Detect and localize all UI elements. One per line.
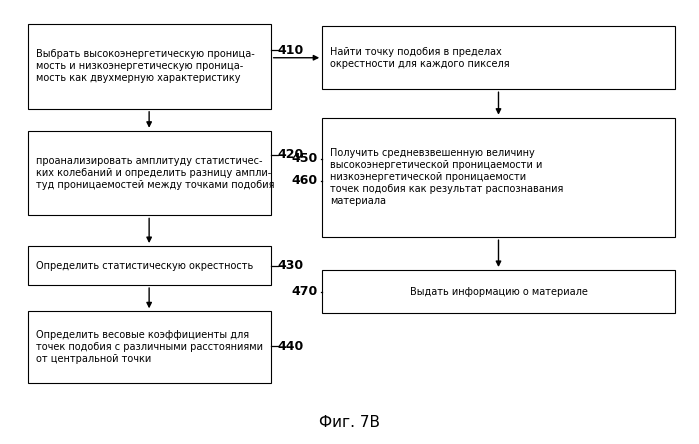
Text: проанализировать амплитуду статистичес-
ких колебаний и определить разницу ампли: проанализировать амплитуду статистичес- … (36, 156, 274, 190)
FancyBboxPatch shape (27, 246, 271, 285)
FancyBboxPatch shape (27, 311, 271, 383)
Text: 470: 470 (291, 285, 317, 298)
FancyBboxPatch shape (27, 24, 271, 109)
FancyBboxPatch shape (322, 270, 675, 313)
Text: Фиг. 7В: Фиг. 7В (319, 415, 380, 430)
Text: 420: 420 (278, 148, 304, 161)
Text: 410: 410 (278, 44, 304, 57)
Text: 460: 460 (291, 174, 317, 187)
Text: Найти точку подобия в пределах
окрестности для каждого пикселя: Найти точку подобия в пределах окрестнос… (331, 47, 510, 69)
Text: Выбрать высокоэнергетическую проница-
мость и низкоэнергетическую проница-
мость: Выбрать высокоэнергетическую проница- мо… (36, 49, 254, 83)
FancyBboxPatch shape (322, 118, 675, 237)
Text: 450: 450 (291, 152, 317, 166)
Text: Получить средневзвешенную величину
высокоэнергетической проницаемости и
низкоэне: Получить средневзвешенную величину высок… (331, 148, 563, 206)
Text: Определить весовые коэффициенты для
точек подобия с различными расстояниями
от ц: Определить весовые коэффициенты для точе… (36, 330, 263, 364)
Text: 430: 430 (278, 259, 303, 272)
Text: 440: 440 (278, 340, 304, 353)
Text: Определить статистическую окрестность: Определить статистическую окрестность (36, 261, 253, 270)
FancyBboxPatch shape (27, 131, 271, 215)
Text: Выдать информацию о материале: Выдать информацию о материале (410, 287, 587, 297)
FancyBboxPatch shape (322, 26, 675, 89)
